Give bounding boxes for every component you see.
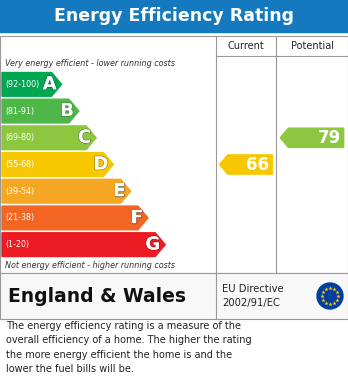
Polygon shape — [2, 152, 113, 176]
Text: Energy Efficiency Rating: Energy Efficiency Rating — [54, 7, 294, 25]
Polygon shape — [220, 155, 272, 174]
Text: (69-80): (69-80) — [5, 133, 34, 142]
Text: The energy efficiency rating is a measure of the
overall efficiency of a home. T: The energy efficiency rating is a measur… — [6, 321, 252, 374]
Text: 66: 66 — [246, 156, 269, 174]
Text: EU Directive
2002/91/EC: EU Directive 2002/91/EC — [222, 284, 284, 308]
Text: A: A — [43, 75, 57, 93]
Polygon shape — [2, 126, 96, 150]
Bar — [0, 273, 348, 319]
Text: (55-68): (55-68) — [5, 160, 34, 169]
Polygon shape — [2, 99, 79, 123]
Polygon shape — [2, 206, 148, 230]
Text: (21-38): (21-38) — [5, 213, 34, 222]
Text: F: F — [131, 209, 143, 227]
Polygon shape — [2, 233, 165, 256]
Bar — [0, 36, 348, 273]
Text: Not energy efficient - higher running costs: Not energy efficient - higher running co… — [5, 261, 175, 270]
Circle shape — [317, 283, 343, 309]
Text: (39-54): (39-54) — [5, 187, 34, 196]
Text: Potential: Potential — [291, 41, 333, 51]
Bar — [0, 0, 348, 32]
Text: Current: Current — [228, 41, 264, 51]
Polygon shape — [2, 179, 131, 203]
Polygon shape — [280, 128, 344, 147]
Text: C: C — [78, 129, 91, 147]
Text: E: E — [113, 182, 126, 200]
Text: D: D — [93, 156, 108, 174]
Text: England & Wales: England & Wales — [8, 287, 186, 305]
Text: (92-100): (92-100) — [5, 80, 39, 89]
Text: 79: 79 — [317, 129, 341, 147]
Polygon shape — [2, 72, 62, 96]
Text: G: G — [145, 236, 160, 254]
Text: (81-91): (81-91) — [5, 107, 34, 116]
Text: B: B — [60, 102, 74, 120]
Text: (1-20): (1-20) — [5, 240, 29, 249]
Text: Very energy efficient - lower running costs: Very energy efficient - lower running co… — [5, 59, 175, 68]
